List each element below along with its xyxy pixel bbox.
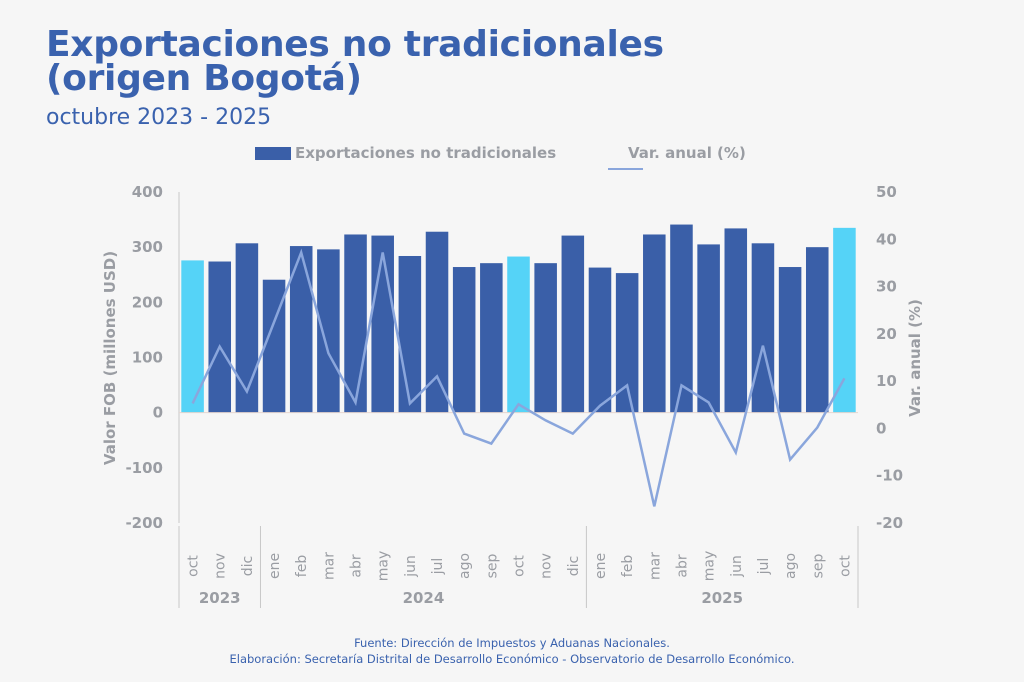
right-tick-label: 40 bbox=[876, 230, 897, 248]
footer-credit: Elaboración: Secretaría Distrital de Des… bbox=[229, 652, 795, 666]
chart-subtitle: octubre 2023 - 2025 bbox=[46, 105, 272, 130]
left-tick-label: -100 bbox=[125, 459, 163, 477]
bar-8 bbox=[398, 255, 422, 413]
chart-title: Exportaciones no tradicionales (origen B… bbox=[46, 24, 664, 99]
year-label: 2023 bbox=[199, 589, 241, 607]
month-label: abr bbox=[674, 554, 690, 577]
right-tick-label: 50 bbox=[876, 183, 897, 201]
left-tick-label: 0 bbox=[153, 404, 163, 422]
bar-16 bbox=[615, 273, 639, 413]
bar-23 bbox=[805, 247, 829, 413]
right-tick-label: -20 bbox=[876, 514, 903, 532]
left-axis-ticks: 400 300 200 100 0 -100 -200 bbox=[125, 183, 180, 532]
bar-9 bbox=[425, 231, 449, 413]
month-label: may bbox=[376, 551, 392, 582]
bars bbox=[179, 224, 858, 414]
year-label: 2025 bbox=[701, 589, 743, 607]
bar-3 bbox=[262, 279, 286, 413]
variation-line bbox=[191, 248, 846, 507]
right-tick-label: 30 bbox=[876, 278, 897, 296]
month-label: may bbox=[702, 551, 718, 582]
month-label: feb bbox=[620, 555, 636, 578]
month-label: ago bbox=[457, 553, 473, 579]
bar-7 bbox=[371, 235, 394, 413]
legend-line-label: Var. anual (%) bbox=[628, 144, 746, 162]
month-label: mar bbox=[647, 552, 663, 580]
month-label: dic bbox=[240, 556, 256, 576]
bar-18 bbox=[670, 224, 693, 413]
x-axis: oct nov dic ene feb mar abr may jun jul ago sep oct n… bbox=[178, 526, 859, 608]
bar-12 bbox=[507, 256, 530, 413]
right-tick-label: 10 bbox=[876, 372, 897, 390]
month-label: nov bbox=[213, 553, 229, 579]
month-label: oct bbox=[186, 555, 202, 577]
footer-source: Fuente: Dirección de Impuestos y Aduanas… bbox=[354, 636, 670, 650]
bar-21 bbox=[751, 243, 775, 413]
bar-19 bbox=[697, 244, 720, 413]
bar-1 bbox=[208, 261, 232, 413]
right-tick-label: -10 bbox=[876, 467, 903, 485]
bar-2 bbox=[235, 243, 259, 413]
chart-title-line1: Exportaciones no tradicionales bbox=[46, 24, 664, 65]
month-label: oct bbox=[837, 555, 853, 577]
left-axis-title: Valor FOB (millones USD) bbox=[101, 251, 119, 465]
month-label: ago bbox=[783, 553, 799, 579]
line-series bbox=[191, 248, 846, 507]
bar-5 bbox=[317, 249, 340, 413]
legend-bar-label: Exportaciones no tradicionales bbox=[295, 144, 557, 162]
month-label: ene bbox=[267, 553, 283, 579]
month-label: sep bbox=[484, 553, 500, 578]
bar-11 bbox=[480, 263, 503, 413]
month-label: abr bbox=[349, 554, 365, 577]
month-label: jul bbox=[430, 558, 446, 576]
bar-14 bbox=[561, 235, 585, 413]
month-label: feb bbox=[294, 555, 310, 578]
month-label: dic bbox=[566, 556, 582, 576]
left-tick-label: 300 bbox=[132, 238, 163, 256]
left-tick-label: 400 bbox=[132, 183, 163, 201]
bar-4 bbox=[289, 246, 313, 413]
month-label: oct bbox=[512, 555, 528, 577]
bar-22 bbox=[778, 267, 802, 413]
bar-0 bbox=[181, 260, 204, 413]
bar-24 bbox=[833, 227, 856, 413]
month-label: jul bbox=[756, 558, 772, 576]
bar-20 bbox=[724, 228, 748, 413]
legend-bar-swatch bbox=[255, 147, 291, 160]
bar-17 bbox=[643, 234, 666, 413]
right-axis-ticks: 50 40 30 20 10 0 -10 -20 bbox=[876, 183, 903, 532]
legend-line-swatch bbox=[608, 168, 643, 170]
month-label: jun bbox=[403, 555, 419, 578]
left-tick-label: 200 bbox=[132, 293, 163, 311]
month-label: sep bbox=[810, 553, 826, 578]
month-label: jun bbox=[729, 555, 745, 578]
left-tick-label: -200 bbox=[125, 514, 163, 532]
bar-15 bbox=[588, 267, 612, 413]
right-tick-label: 0 bbox=[876, 419, 886, 437]
year-label: 2024 bbox=[403, 589, 445, 607]
chart-title-line2: (origen Bogotá) bbox=[46, 58, 362, 99]
left-tick-label: 100 bbox=[132, 349, 163, 367]
month-label: nov bbox=[539, 553, 555, 579]
month-label: mar bbox=[321, 552, 337, 580]
right-axis-title: Var. anual (%) bbox=[906, 299, 924, 417]
right-tick-label: 20 bbox=[876, 325, 897, 343]
bar-10 bbox=[452, 267, 476, 413]
month-label: ene bbox=[593, 553, 609, 579]
bar-13 bbox=[534, 263, 557, 413]
